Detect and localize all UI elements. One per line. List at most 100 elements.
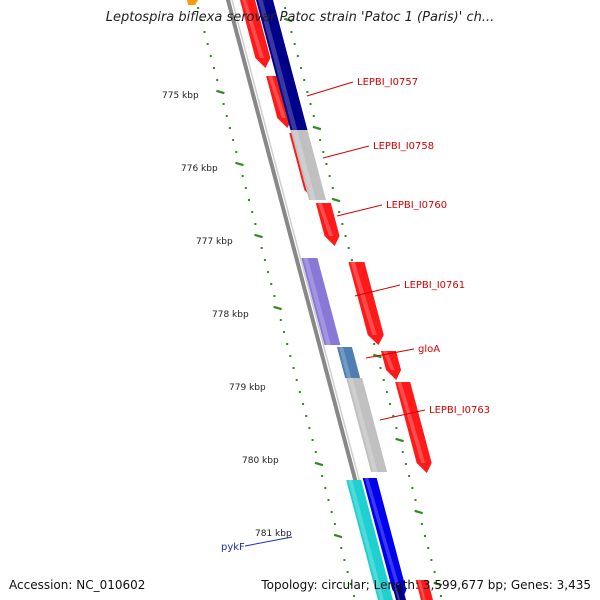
cds-0760-highlight xyxy=(317,203,334,236)
outer-ruler-minor-tick xyxy=(395,427,398,429)
map-title: Leptospira biflexa serovar Patoc strain … xyxy=(105,10,495,25)
label-leader-layer xyxy=(244,81,426,547)
gene-leader-0 xyxy=(306,81,354,97)
outer-ruler-minor-tick xyxy=(427,547,430,549)
outer-ruler-major-tick xyxy=(283,17,293,23)
outer-ruler-major-tick xyxy=(395,437,404,443)
outer-ruler-minor-tick xyxy=(290,31,293,33)
cds-glo-a-highlight xyxy=(383,351,395,370)
cog-next-body xyxy=(392,585,406,600)
inner-ruler-minor-tick xyxy=(305,415,308,417)
cog-0761-highlight xyxy=(303,258,331,345)
outer-ruler-major-tick xyxy=(312,125,322,131)
gene-leader-6 xyxy=(244,536,293,547)
inner-ruler-minor-tick xyxy=(209,55,212,57)
inner-ruler-major-tick xyxy=(333,533,343,539)
axis-label-4: 779 kbp xyxy=(229,383,266,393)
inner-ruler-minor-tick xyxy=(260,247,263,249)
cds-0763-highlight xyxy=(397,382,426,463)
cog-next xyxy=(392,585,406,600)
inner-ruler-minor-tick xyxy=(251,211,254,213)
outer-ruler-minor-tick xyxy=(293,43,296,45)
outer-ruler-minor-tick xyxy=(344,235,347,237)
gene-leader-3 xyxy=(354,284,401,297)
cds-0761 xyxy=(348,262,384,345)
inner-ruler-minor-tick xyxy=(270,283,273,285)
inner-ruler-minor-tick xyxy=(244,187,247,189)
inner-ruler-minor-tick xyxy=(343,559,346,561)
feature-layer xyxy=(187,0,433,600)
cog-next-highlight xyxy=(394,585,400,600)
inner-ruler-minor-tick xyxy=(228,127,231,129)
gene-label-0: LEPBI_I0757 xyxy=(357,77,418,88)
inner-ruler-minor-tick xyxy=(241,175,244,177)
axis-label-5: 780 kbp xyxy=(242,456,279,466)
axis-label-6: 781 kbp xyxy=(255,529,292,539)
inner-ruler-minor-tick xyxy=(248,199,250,201)
outer-ruler-minor-tick xyxy=(389,403,392,405)
cog-0756-0757-highlight xyxy=(257,0,298,130)
cds-0756 xyxy=(240,0,271,68)
outer-ruler-minor-tick xyxy=(433,571,436,573)
cog-0756-0757 xyxy=(256,0,308,130)
outer-ruler-major-tick xyxy=(331,197,341,203)
cds-pyk-f-cog-body xyxy=(346,480,393,600)
gene-label-2: LEPBI_I0760 xyxy=(386,200,447,211)
cds-glo-a xyxy=(381,351,402,380)
inner-ruler-minor-tick xyxy=(279,319,282,321)
outer-ruler-minor-tick xyxy=(312,115,315,117)
cds-0763 xyxy=(395,382,432,473)
inner-ruler-minor-tick xyxy=(295,379,298,381)
inner-ruler-minor-tick xyxy=(333,523,336,525)
inner-ruler-minor-tick xyxy=(349,583,352,585)
inner-ruler-major-tick xyxy=(273,305,282,311)
cds-0760-body xyxy=(315,203,340,246)
cds-0757 xyxy=(266,76,293,128)
cds-0757-body xyxy=(266,76,293,128)
inner-ruler-minor-tick xyxy=(213,67,216,69)
gene-leader-1 xyxy=(322,145,370,159)
axis-label-2: 777 kbp xyxy=(196,237,233,247)
outer-ruler-minor-tick xyxy=(309,103,312,105)
outer-ruler-minor-tick xyxy=(338,211,341,213)
cds-next-highlight xyxy=(417,580,426,600)
outer-ruler-minor-tick xyxy=(303,79,306,81)
outer-ruler-minor-tick xyxy=(382,379,385,381)
cog-glo-a-highlight xyxy=(338,347,352,378)
outer-ruler-minor-tick xyxy=(414,499,417,501)
inner-ruler-minor-tick xyxy=(206,43,209,45)
cog-0758-highlight xyxy=(292,130,316,200)
axis-label-1: 776 kbp xyxy=(181,164,218,174)
cds-0761-highlight xyxy=(350,262,377,335)
inner-ruler-major-tick xyxy=(314,461,324,467)
gene-leader-4 xyxy=(365,348,415,359)
outer-ruler-minor-tick xyxy=(306,91,309,93)
inner-ruler-minor-tick xyxy=(254,223,257,225)
outer-ruler-minor-tick xyxy=(408,475,411,477)
cds-0763-body xyxy=(395,382,432,473)
outer-ruler-minor-tick xyxy=(322,151,325,153)
cds-0756-body xyxy=(240,0,271,68)
inner-ruler-minor-tick xyxy=(340,547,343,549)
inner-ruler-minor-tick xyxy=(216,79,219,81)
outer-ruler-minor-tick xyxy=(373,343,376,345)
cog-0761-body xyxy=(301,258,341,345)
cog-glo-a-body xyxy=(336,347,361,378)
outer-ruler-minor-tick xyxy=(401,451,404,453)
outer-ruler-minor-tick xyxy=(385,391,388,393)
gene-label-5: LEPBI_I0763 xyxy=(429,405,490,416)
inner-ruler-minor-tick xyxy=(203,31,206,33)
cog-0758-body xyxy=(290,130,326,200)
cog-glo-a xyxy=(336,347,361,378)
outer-ruler-major-tick xyxy=(414,509,423,515)
cds-0757-highlight xyxy=(268,76,286,118)
outer-ruler-minor-tick xyxy=(411,487,414,489)
cds-next xyxy=(415,580,433,600)
inner-ruler-minor-tick xyxy=(311,439,314,441)
outer-ruler-minor-tick xyxy=(319,139,322,141)
outer-ruler-minor-tick xyxy=(284,7,287,9)
cds-glo-a-body xyxy=(381,351,402,380)
inner-ruler-minor-tick xyxy=(282,331,285,333)
